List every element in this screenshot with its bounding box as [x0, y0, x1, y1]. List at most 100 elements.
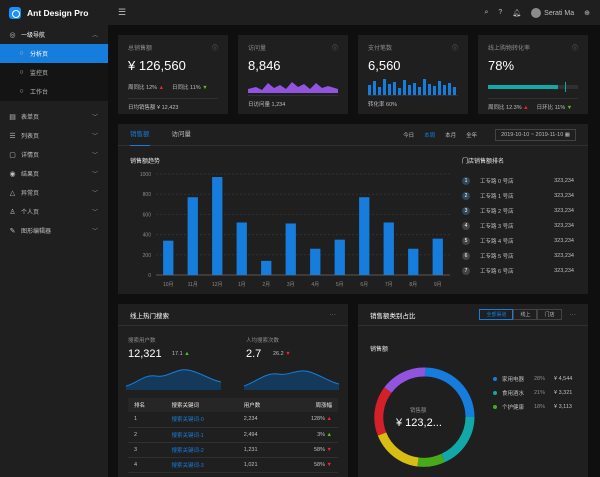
circle-icon: ○	[19, 88, 24, 95]
menu-item-monitor[interactable]: ○ 监控页	[0, 63, 108, 82]
kpi-title: 总销售额	[128, 46, 153, 52]
segment-all[interactable]: 全部渠道	[479, 309, 514, 320]
bar	[236, 222, 247, 275]
question-icon[interactable]: ?	[498, 9, 503, 16]
x-tick-label: 1月	[238, 282, 246, 288]
table-row: 1 搜索关键词-0 2,234 128% ▲	[128, 412, 338, 428]
kpi-card-sales: 总销售额 ⓘ ¥ 126,560 周同比 12% ▲ 日同比 11% ▼ 日均销售…	[118, 35, 228, 114]
chevron-down-icon: ﹀	[91, 134, 98, 140]
search-users-sparkline	[126, 369, 221, 390]
bar	[285, 223, 296, 275]
range-today[interactable]: 今日	[403, 132, 415, 139]
y-tick-label: 600	[143, 212, 152, 218]
search-icon[interactable]: ⌕	[484, 8, 489, 16]
kpi-footer: 日均销售额 ¥ 12,423	[128, 105, 179, 111]
menu-item-label: 工作台	[30, 90, 49, 96]
chevron-down-icon: ﹀	[91, 210, 98, 216]
range-week[interactable]: 本周	[424, 132, 436, 139]
kpi-title: 支付笔数	[368, 46, 393, 52]
menu-item-label: 监控页	[30, 71, 49, 77]
legend-item[interactable]: 家用电器 28% ¥ 4,544	[493, 372, 583, 386]
keyword-link[interactable]: 搜索关键词-2	[165, 442, 238, 458]
stat-label: 人均搜索次数	[246, 338, 280, 344]
keyword-link[interactable]: 搜索关键词-3	[165, 457, 238, 473]
progress-target-marker	[564, 82, 566, 92]
col-keyword[interactable]: 搜索关键词	[165, 398, 238, 412]
category-donut-chart	[374, 367, 475, 467]
menu-group-dashboard[interactable]: ◎ 一级导航 ︿	[0, 25, 108, 44]
rank-row: 3 工专路 2 号店 323,234	[462, 203, 574, 218]
chevron-up-icon: ︿	[91, 33, 98, 39]
chevron-down-icon: ﹀	[91, 191, 98, 197]
card-title: 销售额类别占比	[370, 312, 416, 320]
kpi-footer: 转化率 60%	[368, 102, 398, 108]
table-row: 2 搜索关键词-1 2,494 3% ▲	[128, 427, 338, 443]
bar	[261, 260, 272, 275]
menu-item-account[interactable]: ♙ 个人页 ﹀	[0, 202, 108, 221]
menu-item-exception[interactable]: △ 异常页 ﹀	[0, 183, 108, 202]
visits-area-chart	[248, 82, 338, 93]
menu-item-list[interactable]: ☰ 列表页 ﹀	[0, 126, 108, 145]
globe-icon[interactable]: ⊕	[584, 9, 590, 17]
bell-icon[interactable]: 🔔︎	[512, 9, 522, 17]
x-tick-label: 9月	[434, 282, 442, 288]
menu-fold-icon[interactable]: ☰	[118, 7, 127, 17]
menu-item-profile[interactable]: ▢ 详情页 ﹀	[0, 145, 108, 164]
kpi-title: 线上购物转化率	[488, 46, 531, 52]
kpi-card-conversion: 线上购物转化率 ⓘ 78% 周同比 12.3% ▲ 日环比 11% ▼	[478, 35, 588, 114]
user-menu[interactable]: Serati Ma	[531, 7, 574, 18]
menu-item-result[interactable]: ◉ 结果页 ﹀	[0, 164, 108, 183]
segment-online[interactable]: 线上	[513, 309, 538, 320]
conversion-progress	[488, 82, 578, 92]
rank-row: 4 工专路 3 号店 323,234	[462, 218, 574, 233]
app-title: Ant Design Pro	[27, 7, 89, 18]
legend-item[interactable]: 食用酒水 21% ¥ 3,321	[493, 386, 583, 400]
kpi-card-visits: 访问量 ⓘ 8,846 日访问量 1,234	[238, 35, 348, 114]
keyword-link[interactable]: 搜索关键词-0	[165, 412, 238, 428]
segment-store[interactable]: 门店	[537, 309, 562, 320]
bar	[334, 239, 345, 275]
menu-item-label: 异常页	[21, 191, 40, 197]
highlight-icon: ✎	[9, 227, 16, 235]
bar	[408, 248, 419, 275]
info-icon[interactable]: ⓘ	[451, 46, 458, 52]
range-month[interactable]: 本月	[445, 132, 457, 139]
chevron-down-icon: ﹀	[91, 153, 98, 159]
tab-sales[interactable]: 销售额	[130, 124, 150, 146]
logo[interactable]: Ant Design Pro	[0, 0, 108, 25]
bar	[187, 197, 198, 275]
legend-item[interactable]: 个护健康 18% ¥ 3,113	[493, 400, 583, 414]
info-icon[interactable]: ⓘ	[571, 46, 578, 52]
kpi-footer: 日访问量 1,234	[248, 102, 286, 108]
menu-item-form[interactable]: ▤ 表单页 ﹀	[0, 107, 108, 126]
menu-item-workplace[interactable]: ○ 工作台	[0, 82, 108, 101]
menu-item-analysis[interactable]: ○ 分析页	[0, 44, 108, 63]
info-icon[interactable]: ⓘ	[211, 46, 218, 52]
avatar	[531, 7, 542, 18]
more-icon[interactable]: ···	[569, 311, 577, 318]
rank-row: 6 工专路 5 号店 323,234	[462, 248, 574, 263]
x-tick-label: 2月	[262, 282, 270, 288]
stat-value: 2.7	[246, 348, 262, 360]
range-year[interactable]: 全年	[466, 132, 478, 139]
more-icon[interactable]: ···	[329, 311, 337, 318]
info-icon[interactable]: ⓘ	[331, 46, 338, 52]
tab-visits[interactable]: 访问量	[171, 130, 192, 138]
y-tick-label: 800	[143, 192, 152, 198]
category-legend: 家用电器 28% ¥ 4,544 食用酒水 21% ¥ 3,321 个护健康 18% ¥ 3…	[493, 372, 583, 414]
x-tick-label: 8月	[409, 282, 417, 288]
date-range-picker[interactable]: 2019-10-10 ~ 2019-11-10 ▦	[495, 128, 576, 141]
kpi-week-change: 周同比 12% ▲	[128, 85, 165, 91]
table-icon: ☰	[9, 132, 16, 140]
bar	[310, 248, 321, 275]
menu-item-editor[interactable]: ✎ 图形编辑器 ﹀	[0, 221, 108, 240]
col-users[interactable]: 用户数	[237, 398, 285, 412]
stat-change: 17.1 ▲	[172, 351, 190, 357]
col-change[interactable]: 周涨幅	[284, 398, 338, 412]
y-tick-label: 0	[148, 273, 151, 279]
y-tick-label: 200	[143, 253, 152, 259]
rank-row: 1 工专路 0 号店 323,234	[462, 173, 574, 188]
rank-row: 7 工专路 6 号店 323,234	[462, 263, 574, 278]
keyword-link[interactable]: 搜索关键词-1	[165, 427, 238, 443]
calendar-icon: ▦	[564, 131, 570, 138]
